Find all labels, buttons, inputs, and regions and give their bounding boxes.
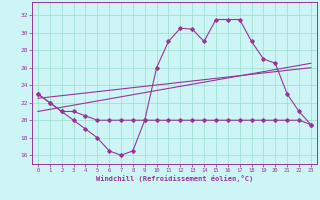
X-axis label: Windchill (Refroidissement éolien,°C): Windchill (Refroidissement éolien,°C)	[96, 175, 253, 182]
